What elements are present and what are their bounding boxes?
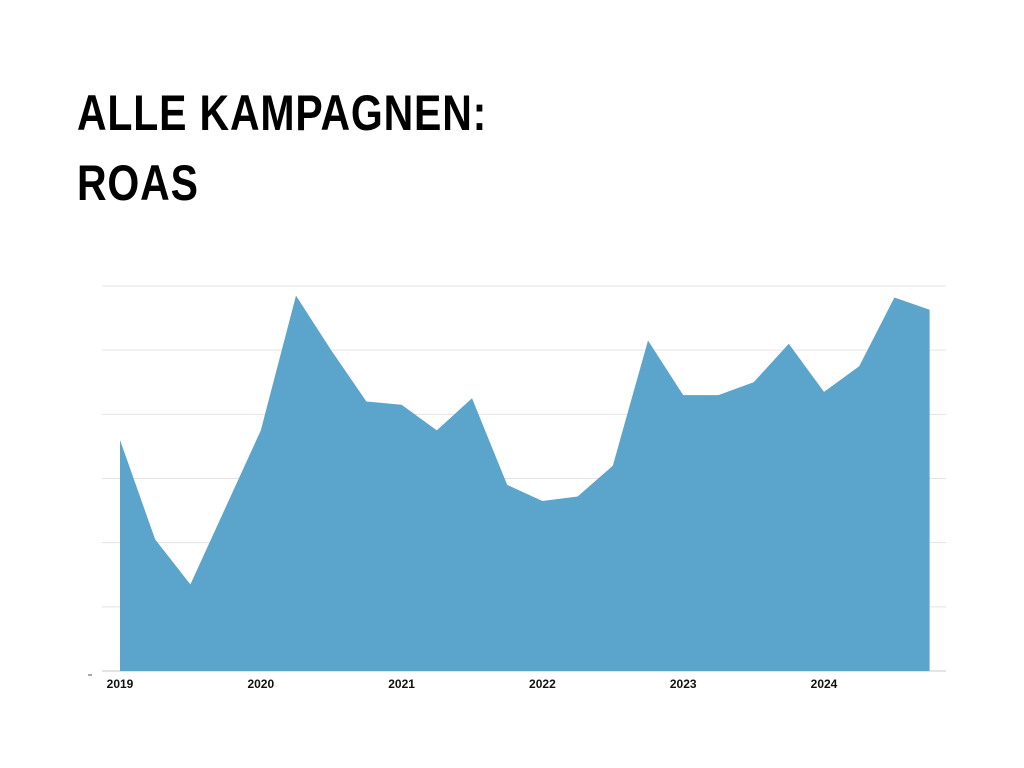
roas-area-fill [120,295,930,671]
x-tick-label-2021: 2021 [388,677,415,691]
page-title-line-1: ALLE KAMPAGNEN: [77,85,488,141]
chart-area-series [119,295,930,671]
page-title-line-2: ROAS [77,155,199,211]
page-title: ALLE KAMPAGNEN: ROAS [77,78,487,218]
x-tick-label-2019: 2019 [107,677,134,691]
x-tick-label-2024: 2024 [811,677,838,691]
x-tick-label-2022: 2022 [529,677,556,691]
x-tick-label-2023: 2023 [670,677,697,691]
chart-x-axis: 2019 2020 2021 2022 2023 2024 [88,674,838,691]
x-tick-label-2020: 2020 [247,677,274,691]
